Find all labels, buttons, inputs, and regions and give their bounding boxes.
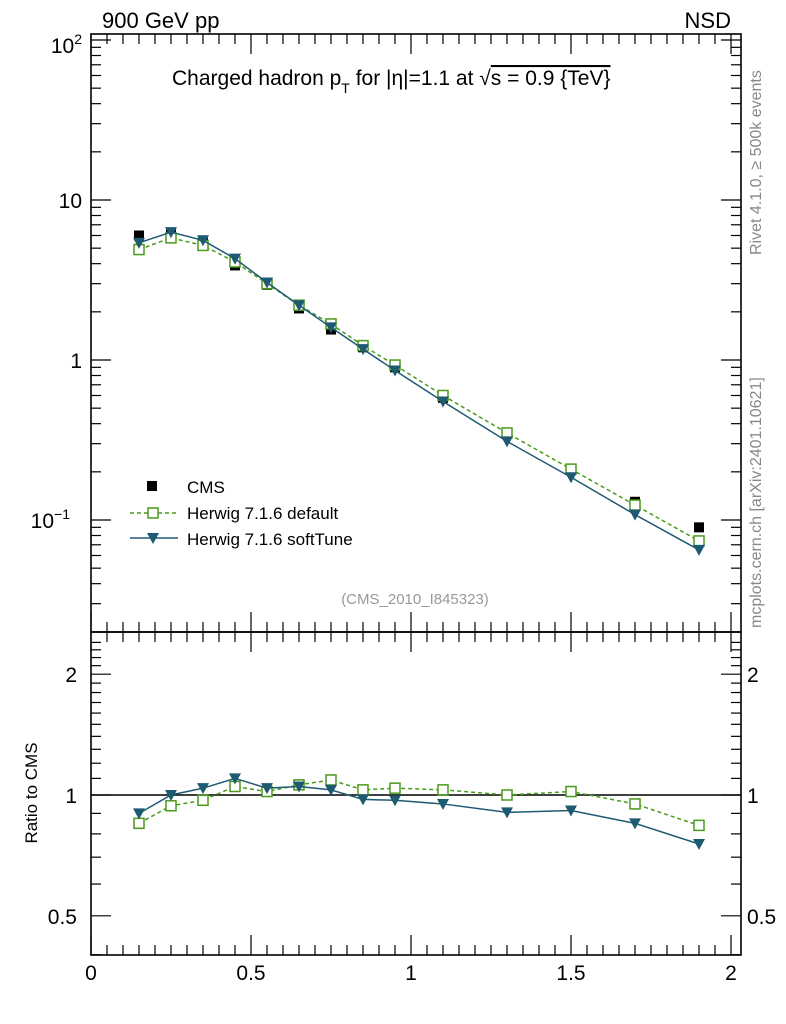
softtune-point bbox=[293, 300, 305, 312]
softtune-point bbox=[437, 396, 449, 408]
xtick-label-0: 0 bbox=[85, 962, 97, 985]
legend-marker-softtune bbox=[147, 533, 159, 544]
ratio-softtune-point bbox=[693, 838, 705, 850]
ratio-ytick-label-0.5: 0.5 bbox=[48, 906, 77, 929]
default-point bbox=[629, 499, 641, 511]
ratio-ylabel: Ratio to CMS bbox=[22, 742, 41, 843]
ytick-label-0.1: 10−1 bbox=[31, 506, 71, 533]
softtune-point bbox=[501, 436, 513, 448]
ratio-y-ticks bbox=[91, 641, 741, 956]
ratio-default-point bbox=[693, 819, 705, 832]
xtick-label-2: 2 bbox=[725, 962, 737, 985]
ytick-label-1: 1 bbox=[70, 350, 82, 373]
ratio-softtune-point bbox=[565, 805, 577, 817]
ratio-softtune-point bbox=[357, 794, 369, 806]
legend-marker-default bbox=[147, 507, 159, 519]
mcplots-label: mcplots.cern.ch [arXiv:2401.10621] bbox=[748, 377, 765, 628]
ratio-ytick-label-2: 2 bbox=[65, 664, 77, 687]
main-y-ticks bbox=[91, 39, 741, 605]
ytick-label-10: 10 bbox=[59, 190, 82, 213]
ratio-softtune-point bbox=[197, 783, 209, 795]
ratio-softtune-point bbox=[229, 773, 241, 785]
ratio-ytick-label-1-right: 1 bbox=[747, 785, 759, 808]
ratio-default-line bbox=[138, 779, 700, 827]
ratio-softtune-point bbox=[501, 807, 513, 819]
ratio-softtune-point bbox=[389, 795, 401, 807]
softtune-point bbox=[165, 227, 177, 239]
main-series bbox=[133, 227, 705, 556]
xtick-label-1.5: 1.5 bbox=[556, 962, 585, 985]
softtune-point bbox=[565, 472, 577, 484]
ratio-softtune-point bbox=[133, 808, 145, 820]
softtune-point bbox=[133, 237, 145, 249]
ratio-default-point bbox=[389, 782, 401, 794]
legend-marker-cms bbox=[147, 481, 157, 491]
ratio-default-point bbox=[357, 784, 369, 796]
ratio-default-point bbox=[325, 774, 337, 786]
softtune-point bbox=[197, 235, 209, 247]
ratio-default-point bbox=[437, 784, 449, 796]
ratio-default-point bbox=[133, 817, 145, 830]
xtick-label-0.5: 0.5 bbox=[236, 962, 265, 985]
xtick-label-1: 1 bbox=[405, 962, 417, 985]
ratio-softtune-point bbox=[437, 798, 449, 810]
ratio-softtune-line bbox=[138, 777, 700, 845]
ratio-series bbox=[133, 773, 705, 850]
legend: CMS Herwig 7.1.6 default Herwig 7.1.6 so… bbox=[130, 478, 353, 549]
ratio-softtune-point bbox=[261, 783, 273, 795]
ratio-panel-frame bbox=[90, 631, 742, 956]
ratio-softtune-point bbox=[165, 790, 177, 801]
ytick-label-100: 102 bbox=[51, 31, 82, 58]
ratio-default-point bbox=[197, 794, 209, 807]
softtune-point bbox=[229, 253, 241, 265]
legend-label-default: Herwig 7.1.6 default bbox=[187, 504, 338, 523]
legend-label-softtune: Herwig 7.1.6 softTune bbox=[187, 530, 353, 549]
ratio-default-point bbox=[565, 785, 577, 798]
softtune-point bbox=[357, 344, 369, 356]
default-point bbox=[693, 535, 705, 547]
ratio-ytick-label-2-right: 2 bbox=[747, 664, 759, 687]
cms-point bbox=[694, 522, 704, 533]
rivet-label: Rivet 4.1.0, ≥ 500k events bbox=[748, 70, 765, 255]
ratio-softtune-point bbox=[293, 781, 305, 793]
ratio-default-point bbox=[501, 789, 513, 801]
softtune-point bbox=[261, 277, 273, 289]
header-right: NSD bbox=[685, 8, 731, 33]
ratio-softtune-point bbox=[325, 784, 337, 796]
ratio-softtune-point bbox=[629, 818, 641, 830]
header-left: 900 GeV pp bbox=[102, 8, 219, 33]
softtune-point bbox=[389, 365, 401, 377]
cms-point bbox=[134, 230, 144, 241]
softtune-point bbox=[325, 322, 337, 334]
softtune-point bbox=[629, 509, 641, 521]
x-ticks bbox=[90, 34, 732, 955]
ratio-default-point bbox=[165, 800, 177, 812]
legend-label-cms: CMS bbox=[187, 478, 225, 497]
softtune-point bbox=[693, 544, 705, 556]
ratio-ytick-label-0.5-right: 0.5 bbox=[747, 906, 776, 929]
softtune-line bbox=[138, 231, 700, 551]
ratio-default-point bbox=[629, 798, 641, 810]
chart-title: Charged hadron pT for |η|=1.1 at √s = 0.… bbox=[172, 67, 610, 96]
analysis-id: (CMS_2010_I845323) bbox=[341, 591, 489, 608]
ratio-ytick-label-1: 1 bbox=[65, 785, 77, 808]
